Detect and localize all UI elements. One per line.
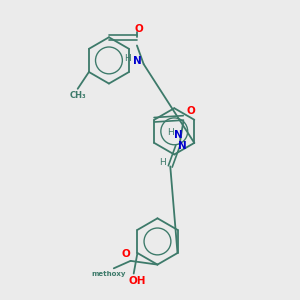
Text: CH₃: CH₃ xyxy=(69,91,86,100)
Text: N: N xyxy=(133,56,141,66)
Text: OH: OH xyxy=(129,276,146,286)
Text: H: H xyxy=(124,54,131,63)
Text: H: H xyxy=(159,158,165,167)
Text: O: O xyxy=(134,24,143,34)
Text: methoxy: methoxy xyxy=(91,271,125,277)
Text: H: H xyxy=(167,128,174,136)
Text: N: N xyxy=(178,141,187,151)
Text: O: O xyxy=(122,249,130,259)
Text: O: O xyxy=(186,106,195,116)
Text: N: N xyxy=(175,130,183,140)
